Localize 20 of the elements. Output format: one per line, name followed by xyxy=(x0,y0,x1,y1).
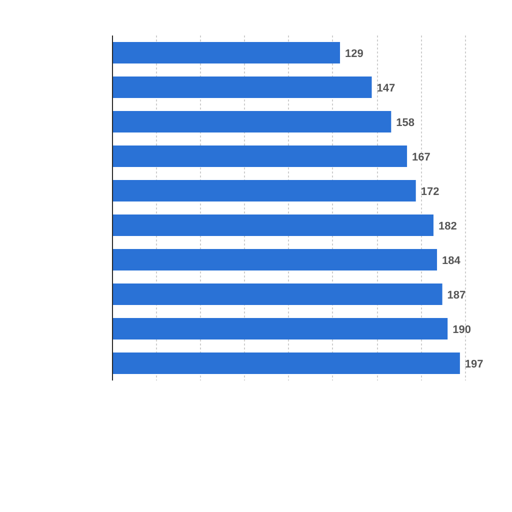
data-label: 190 xyxy=(452,324,471,336)
bar xyxy=(112,352,460,374)
data-label: 147 xyxy=(376,82,396,94)
bar xyxy=(112,42,340,64)
bar xyxy=(112,146,408,167)
data-label: 182 xyxy=(438,220,457,232)
bar xyxy=(112,214,434,236)
data-label: 187 xyxy=(447,289,466,302)
bar xyxy=(112,318,448,340)
bar xyxy=(112,284,442,305)
data-label: 184 xyxy=(442,254,462,267)
data-label: 197 xyxy=(464,358,484,370)
bar xyxy=(112,180,416,202)
data-label: 158 xyxy=(396,116,415,129)
data-label: 172 xyxy=(420,186,440,198)
data-label: 129 xyxy=(345,48,364,60)
bar xyxy=(112,249,438,270)
data-label: 167 xyxy=(412,151,430,164)
bar xyxy=(112,111,392,132)
bar xyxy=(112,76,372,98)
